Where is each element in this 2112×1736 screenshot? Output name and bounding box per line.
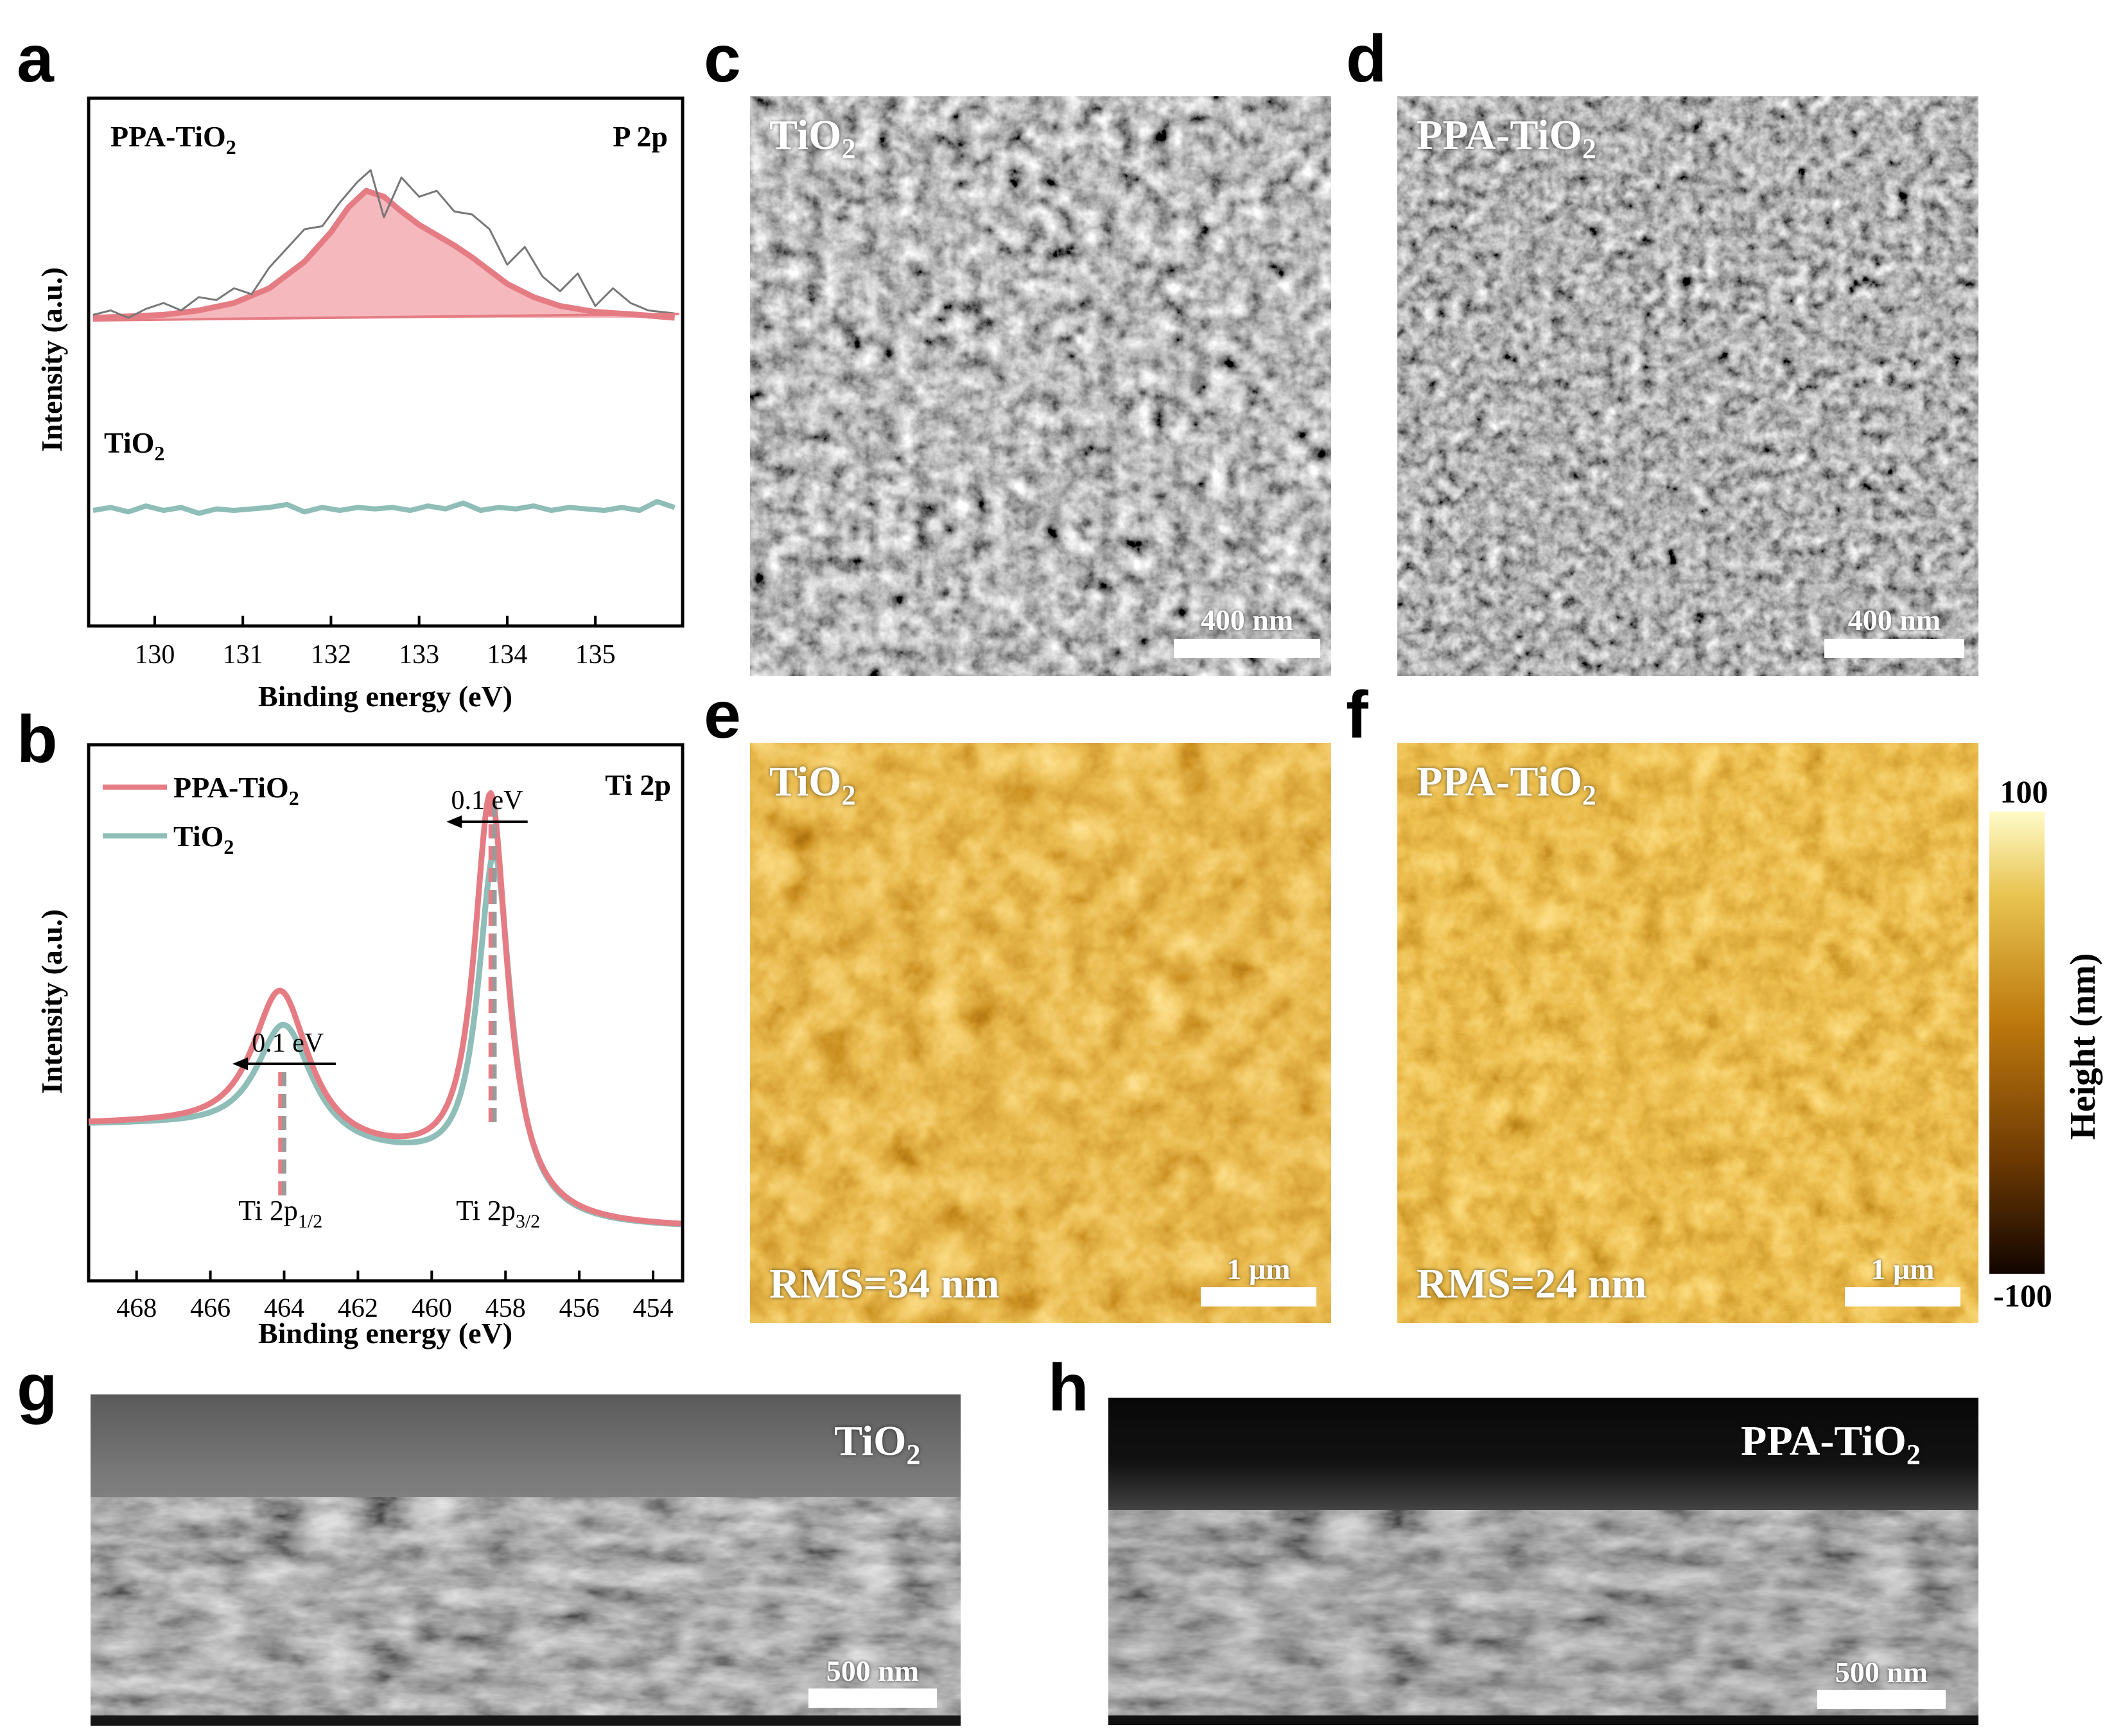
chart-b-tag-right: Ti 2p [605, 768, 671, 801]
chart-b-xtick-label: 460 [412, 1294, 452, 1323]
chart-b-xlabel: Binding energy (eV) [258, 1317, 512, 1350]
chart-b-frame [87, 743, 685, 1283]
chart-a-tag-right: P 2p [613, 120, 668, 153]
peak-label-ti2p32: Ti 2p3/2 [456, 1195, 540, 1232]
chart-b-ylabel: Intensity (a.u.) [35, 909, 68, 1094]
shift-arrow-1-head [232, 1057, 249, 1070]
afm-e-scalebar [1201, 1287, 1316, 1306]
sem-image-tio2: TiO2 400 nm [750, 96, 1331, 676]
panel-letter-a: a [17, 22, 54, 96]
colorbar-min: -100 [1993, 1278, 2052, 1314]
panel-letter-f: f [1346, 678, 1368, 752]
chart-a-xlabel: Binding energy (eV) [258, 680, 512, 713]
chart-a-p2p: 130 131 132 133 134 135 PPA-TiO2 P 2p TiO2 In… [35, 96, 685, 713]
sem-c-label: TiO2 [769, 112, 856, 165]
peak-label-ti2p12: Ti 2p1/2 [238, 1195, 322, 1232]
chart-a-xtick-label: 130 [134, 640, 175, 670]
afm-e-scalebar-label: 1 μm [1226, 1253, 1291, 1285]
chart-b-xtick-label: 462 [338, 1294, 378, 1323]
panel-letter-d: d [1346, 22, 1387, 96]
ppa-fit-line [92, 187, 675, 321]
panel-letter-h: h [1048, 1351, 1089, 1425]
tio2-ti2p-line [87, 850, 682, 1228]
sem-d-scalebar [1824, 639, 1964, 658]
afm-f-rms: RMS=24 nm [1417, 1260, 1647, 1307]
panel-letter-c: c [704, 22, 741, 96]
xsec-g-scalebar-label: 500 nm [826, 1654, 920, 1687]
legend-label-tio2: TiO2 [173, 820, 234, 858]
shift-label-2: 0.1 eV [451, 786, 523, 815]
sem-d-scalebar-label: 400 nm [1847, 603, 1941, 636]
afm-e-label: TiO2 [769, 758, 856, 812]
afm-f-label: PPA-TiO2 [1417, 758, 1596, 812]
afm-f-scalebar [1845, 1287, 1960, 1306]
cross-section-ppa-tio2: PPA-TiO2 500 nm [1108, 1398, 1978, 1725]
shift-arrow-2-head [446, 815, 462, 828]
colorbar-label: Height (nm) [2063, 953, 2103, 1140]
chart-a-xtick-label: 134 [487, 640, 527, 670]
chart-b-xtick-label: 456 [559, 1294, 600, 1323]
sem-c-scalebar [1174, 639, 1320, 658]
ppa-fit-area [92, 191, 675, 318]
afm-image-ppa-tio2: PPA-TiO2 RMS=24 nm 1 μm [1397, 743, 1978, 1323]
chart-b-xtick-label: 468 [116, 1294, 157, 1323]
xsec-h-label: PPA-TiO2 [1741, 1418, 1921, 1471]
xsec-h-scalebar-label: 500 nm [1835, 1656, 1928, 1688]
ppa-raw-line [92, 169, 675, 319]
chart-b-xtick-label: 464 [264, 1294, 304, 1323]
chart-a-lower-tag: TiO2 [104, 426, 164, 465]
shift-label-1: 0.1 eV [252, 1029, 324, 1058]
xsec-g-scalebar [808, 1688, 937, 1708]
chart-b-xtick-label: 458 [485, 1294, 526, 1323]
chart-a-ylabel: Intensity (a.u.) [35, 267, 68, 452]
afm-f-scalebar-label: 1 μm [1871, 1253, 1935, 1285]
chart-a-xtick-label: 135 [575, 640, 616, 670]
panel-letter-g: g [17, 1351, 58, 1425]
xsec-g-label: TiO2 [834, 1418, 921, 1471]
chart-a-tag-left: PPA-TiO2 [110, 120, 236, 159]
ppa-baseline [92, 313, 679, 322]
colorbar-max: 100 [2000, 774, 2048, 810]
cross-section-tio2: TiO2 500 nm [91, 1394, 961, 1726]
chart-b-xtick-label: 454 [633, 1294, 674, 1323]
chart-a-xtick-label: 133 [399, 640, 439, 670]
sem-image-ppa-tio2: PPA-TiO2 400 nm [1397, 96, 1978, 676]
chart-b-legend: PPA-TiO2 TiO2 [103, 771, 299, 858]
sem-d-label: PPA-TiO2 [1417, 112, 1596, 165]
afm-image-tio2: TiO2 RMS=34 nm 1 μm [750, 743, 1331, 1323]
tio2-line [92, 499, 676, 516]
chart-b-ti2p: 468 466 464 462 460 458 456 454 PPA-TiO2 TiO2 T… [35, 743, 685, 1350]
legend-label-ppa: PPA-TiO2 [173, 771, 299, 810]
height-colorbar: 100 -100 Height (nm) [1989, 774, 2103, 1314]
chart-a-frame [87, 96, 685, 628]
panel-letter-e: e [704, 678, 741, 752]
panel-letter-b: b [17, 702, 58, 777]
chart-b-xtick-label: 466 [190, 1294, 231, 1323]
colorbar-gradient [1989, 812, 2045, 1274]
chart-a-xtick-label: 131 [223, 640, 263, 670]
ppa-ti2p-line [87, 790, 682, 1227]
chart-a-xtick-label: 132 [311, 640, 351, 670]
sem-c-scalebar-label: 400 nm [1200, 603, 1294, 636]
afm-e-rms: RMS=34 nm [769, 1260, 1000, 1307]
xsec-h-scalebar [1817, 1690, 1946, 1709]
